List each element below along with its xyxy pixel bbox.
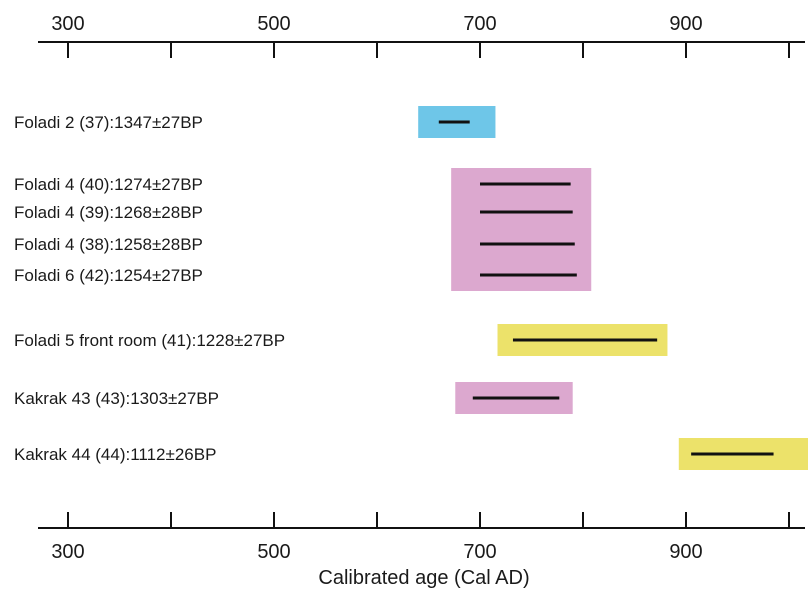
bottom-tick-label-500: 500	[257, 541, 290, 563]
sample-label-0: Foladi 2 (37):1347±27BP	[14, 113, 203, 132]
sample-label-7: Kakrak 44 (44):1112±26BP	[14, 445, 216, 464]
sample-label-3: Foladi 4 (38):1258±28BP	[14, 235, 203, 254]
bottom-axis: 300 500 700 900	[38, 512, 805, 563]
sample-label-4: Foladi 6 (42):1254±27BP	[14, 266, 203, 285]
x-axis-title: Calibrated age (Cal AD)	[318, 567, 529, 589]
sample-label-6: Kakrak 43 (43):1303±27BP	[14, 389, 219, 408]
range-box-1	[451, 168, 592, 291]
top-tick-label-900: 900	[669, 13, 702, 35]
top-axis: 300 500 700 900	[38, 13, 805, 58]
range-boxes	[418, 106, 808, 470]
top-tick-label-500: 500	[257, 13, 290, 35]
bottom-tick-label-700: 700	[463, 541, 496, 563]
top-tick-label-300: 300	[51, 13, 84, 35]
bottom-tick-label-900: 900	[669, 541, 702, 563]
sample-labels: Foladi 2 (37):1347±27BP Foladi 4 (40):127…	[14, 113, 285, 464]
bottom-tick-label-300: 300	[51, 541, 84, 563]
range-lines	[438, 120, 774, 456]
sample-label-1: Foladi 4 (40):1274±27BP	[14, 175, 203, 194]
top-tick-label-700: 700	[463, 13, 496, 35]
sample-label-2: Foladi 4 (39):1268±28BP	[14, 203, 203, 222]
sample-label-5: Foladi 5 front room (41):1228±27BP	[14, 331, 285, 350]
